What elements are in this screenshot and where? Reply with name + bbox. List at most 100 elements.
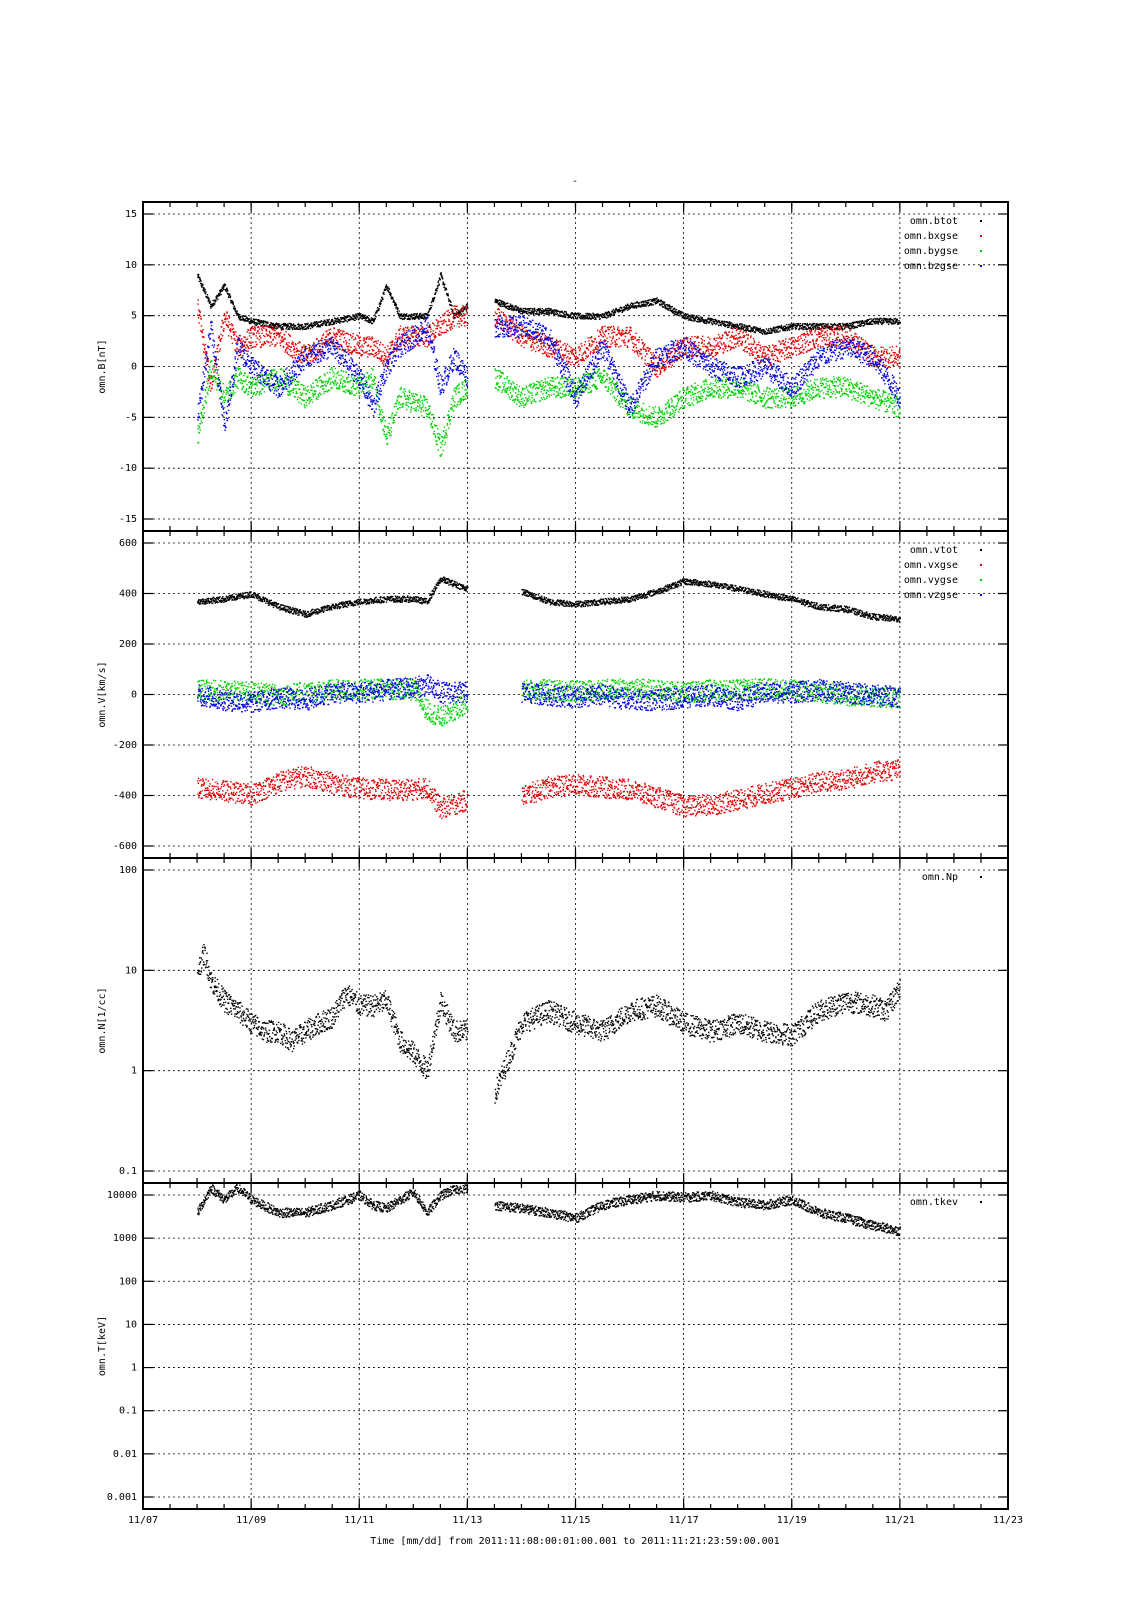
data-point <box>364 314 367 317</box>
data-point <box>268 326 270 328</box>
data-point <box>437 281 439 283</box>
data-point <box>751 353 753 355</box>
data-point <box>588 342 591 345</box>
data-point <box>617 330 620 332</box>
data-point <box>358 337 360 339</box>
data-point <box>387 289 389 292</box>
data-point <box>494 323 497 326</box>
data-point <box>702 351 704 353</box>
data-point <box>605 311 607 313</box>
data-point <box>384 289 387 291</box>
data-point <box>746 325 748 328</box>
data-point <box>259 335 261 337</box>
data-point <box>506 321 509 323</box>
data-point <box>310 324 312 326</box>
data-point <box>348 319 350 321</box>
data-point <box>603 340 605 342</box>
data-point <box>612 342 614 344</box>
data-point <box>686 317 688 319</box>
data-point <box>730 346 732 348</box>
data-point <box>633 305 636 307</box>
data-point <box>307 327 309 330</box>
data-point <box>428 343 430 345</box>
data-point <box>811 323 813 325</box>
data-point <box>249 318 251 320</box>
data-point <box>387 361 390 363</box>
data-point <box>443 282 445 284</box>
data-point <box>730 324 732 326</box>
data-point <box>342 349 344 351</box>
data-point <box>591 340 593 342</box>
data-point <box>651 303 653 305</box>
data-point <box>850 334 853 337</box>
data-point <box>510 319 512 321</box>
data-point <box>607 333 610 335</box>
data-point <box>885 319 887 321</box>
data-point <box>534 309 536 311</box>
data-point <box>803 339 806 341</box>
data-point <box>646 303 648 306</box>
data-point <box>575 313 578 315</box>
data-point <box>428 314 430 316</box>
data-point <box>670 310 673 313</box>
data-point <box>560 356 562 358</box>
data-point <box>519 323 521 326</box>
data-point <box>844 331 847 333</box>
data-point <box>343 337 346 339</box>
data-point <box>671 364 674 366</box>
data-point <box>660 368 662 370</box>
data-point <box>297 350 300 352</box>
data-point <box>891 323 893 325</box>
data-point <box>732 336 734 338</box>
data-point <box>851 327 853 329</box>
data-point <box>607 311 609 314</box>
data-point <box>254 324 256 326</box>
data-point <box>262 344 265 346</box>
data-point <box>338 328 341 331</box>
data-point <box>709 338 711 340</box>
data-point <box>280 339 282 342</box>
data-point <box>583 344 586 346</box>
data-point <box>379 344 381 346</box>
data-point <box>872 320 874 322</box>
data-point <box>769 364 771 366</box>
data-point <box>613 327 615 329</box>
data-point <box>337 330 339 332</box>
data-point <box>217 344 220 346</box>
data-point <box>464 306 467 309</box>
data-point <box>459 312 461 315</box>
data-point <box>629 303 632 306</box>
data-point <box>230 329 232 331</box>
data-point <box>207 379 210 382</box>
data-point <box>447 330 449 332</box>
data-point <box>588 340 590 342</box>
data-point <box>528 336 531 338</box>
data-point <box>776 360 778 362</box>
data-point <box>615 345 617 348</box>
data-point <box>563 310 566 313</box>
data-point <box>465 309 467 311</box>
data-point <box>802 333 804 335</box>
data-point <box>892 321 895 323</box>
data-point <box>327 320 329 322</box>
data-point <box>347 349 350 352</box>
data-point <box>645 300 647 302</box>
data-point <box>634 302 636 304</box>
data-point <box>512 306 514 308</box>
data-point <box>682 314 684 317</box>
data-point <box>551 353 553 355</box>
data-point <box>562 354 564 356</box>
data-point <box>838 328 840 330</box>
data-point <box>400 313 403 315</box>
data-point <box>368 318 370 320</box>
data-point <box>440 331 442 334</box>
data-point <box>545 308 547 311</box>
data-point <box>643 344 645 346</box>
data-point <box>510 334 513 336</box>
data-point <box>637 306 640 308</box>
data-point <box>304 350 306 353</box>
data-point <box>662 302 665 305</box>
data-point <box>719 341 721 343</box>
data-point <box>556 341 559 344</box>
data-point <box>768 350 771 352</box>
